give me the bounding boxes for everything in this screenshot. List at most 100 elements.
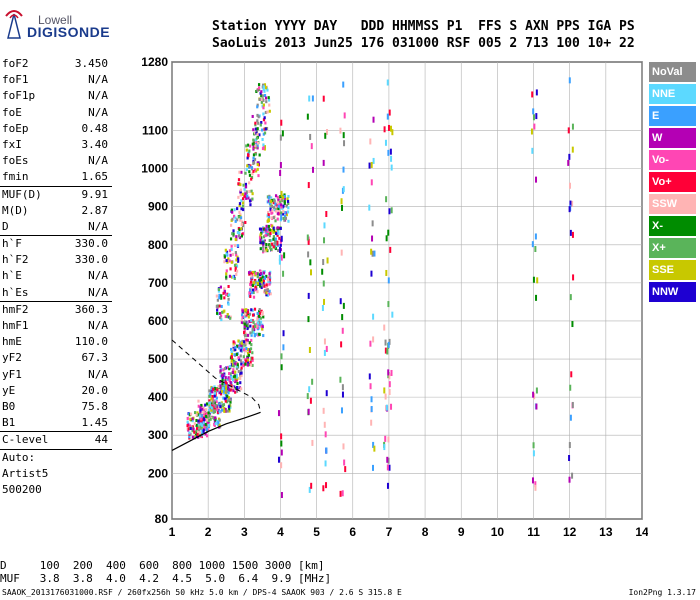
echo-dot [221, 375, 224, 379]
echo-dot [213, 420, 217, 424]
echo-dot [233, 263, 237, 267]
echo-dot [245, 144, 248, 148]
echo-dot [219, 365, 222, 369]
echo-dot [245, 349, 248, 353]
echo-dot [240, 207, 243, 211]
echo-dot [252, 331, 255, 335]
echo-streak [280, 462, 283, 469]
echo-dot [233, 359, 236, 363]
echo-dot [267, 276, 270, 280]
param-name: foEs [2, 154, 29, 168]
echo-dot [241, 315, 244, 319]
echo-dot [283, 195, 287, 199]
echo-dot [244, 171, 247, 175]
echo-dot [243, 194, 246, 198]
echo-dot [279, 200, 282, 204]
echo-dot [267, 244, 270, 248]
echo-dot [246, 327, 249, 331]
echo-dot [258, 133, 261, 137]
echo-dot [265, 224, 268, 228]
echo-dot [229, 398, 232, 402]
echo-streak [323, 298, 326, 305]
echo-dot [243, 187, 246, 191]
param-row: yE 20.0 [0, 383, 112, 399]
echo-dot [258, 271, 261, 275]
echo-dot [227, 405, 231, 409]
param-row: h`Es N/A [0, 285, 112, 301]
echo-streak [322, 407, 325, 414]
echo-dot [237, 357, 241, 361]
echo-dot [252, 313, 255, 317]
echo-streak [384, 393, 387, 400]
echo-dot [195, 413, 198, 417]
echo-dot [244, 220, 247, 224]
echo-dot [230, 349, 233, 353]
echo-dot [247, 347, 250, 351]
echo-dot [202, 421, 205, 425]
echo-dot [249, 288, 252, 292]
echo-streak [391, 311, 394, 318]
echo-dot [206, 423, 209, 427]
echo-streak [387, 341, 390, 348]
echo-streak [370, 406, 373, 413]
echo-dot [197, 419, 200, 423]
echo-dot [265, 243, 268, 247]
echo-dot [246, 311, 249, 315]
echo-streak [307, 238, 310, 245]
echo-dot [222, 291, 225, 295]
param-value: 1.45 [81, 416, 109, 430]
echo-dot [272, 245, 275, 249]
echo-dot [198, 431, 202, 435]
echo-dot [261, 327, 264, 331]
x-tick-label: 5 [313, 525, 320, 539]
echo-streak [535, 176, 538, 183]
y-tick-label: 300 [148, 428, 168, 442]
echo-dot [237, 339, 240, 343]
echo-dot [211, 390, 214, 394]
echo-dot [250, 331, 253, 335]
echo-dot [258, 323, 261, 327]
echo-streak [568, 476, 571, 483]
echo-streak [307, 408, 310, 415]
echo-dot [265, 287, 268, 291]
echo-dot [207, 411, 210, 415]
param-separator [0, 431, 112, 433]
echo-dot [249, 203, 252, 207]
echo-dot [268, 234, 271, 238]
echo-dot [230, 208, 234, 212]
echo-dot [274, 219, 277, 223]
echo-streak [533, 123, 536, 130]
echo-dot [259, 320, 263, 324]
echo-dot [207, 428, 210, 432]
echo-streak [277, 410, 280, 417]
echo-dot [242, 208, 245, 212]
echo-dot [250, 271, 253, 275]
echo-streak [569, 229, 572, 236]
echo-dot [245, 148, 248, 152]
echo-dot [231, 386, 235, 390]
echo-dot [274, 247, 277, 251]
echo-streak [388, 373, 391, 380]
echo-streak [385, 269, 388, 276]
echo-dot [257, 326, 261, 330]
echo-dot [215, 294, 218, 298]
echo-dot [255, 129, 259, 133]
echo-dot [234, 266, 237, 270]
echo-dot [218, 304, 221, 308]
echo-dot [251, 351, 254, 355]
echo-dot [271, 211, 274, 215]
echo-dot [266, 200, 269, 204]
echo-dot [247, 154, 250, 158]
echo-streak [371, 220, 374, 227]
echo-streak [390, 125, 393, 132]
echo-dot [218, 311, 222, 315]
echo-dot [228, 377, 231, 381]
echo-dot [218, 388, 221, 392]
echo-streak [339, 127, 342, 134]
x-tick-label: 7 [386, 525, 393, 539]
echo-dot [262, 271, 266, 275]
echo-dot [208, 394, 211, 398]
echo-dot [263, 83, 267, 87]
echo-dot [232, 344, 235, 348]
echo-dot [283, 218, 286, 222]
